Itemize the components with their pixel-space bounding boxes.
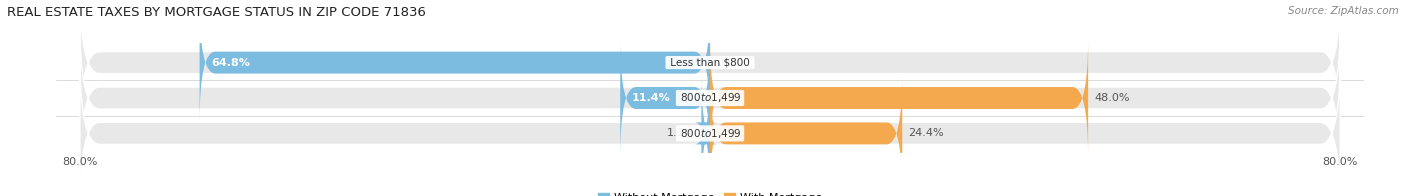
- FancyBboxPatch shape: [710, 74, 903, 193]
- Text: 48.0%: 48.0%: [1094, 93, 1130, 103]
- Text: $800 to $1,499: $800 to $1,499: [678, 92, 742, 104]
- Legend: Without Mortgage, With Mortgage: Without Mortgage, With Mortgage: [593, 189, 827, 196]
- Text: 0.0%: 0.0%: [716, 58, 745, 68]
- FancyBboxPatch shape: [200, 3, 710, 122]
- FancyBboxPatch shape: [695, 74, 717, 193]
- Text: 11.4%: 11.4%: [633, 93, 671, 103]
- FancyBboxPatch shape: [80, 0, 1340, 140]
- Text: 24.4%: 24.4%: [908, 128, 945, 138]
- Text: 1.1%: 1.1%: [666, 128, 695, 138]
- Text: $800 to $1,499: $800 to $1,499: [678, 127, 742, 140]
- FancyBboxPatch shape: [620, 38, 710, 158]
- FancyBboxPatch shape: [710, 38, 1088, 158]
- Text: Source: ZipAtlas.com: Source: ZipAtlas.com: [1288, 6, 1399, 16]
- Text: Less than $800: Less than $800: [666, 58, 754, 68]
- FancyBboxPatch shape: [80, 56, 1340, 196]
- Text: 64.8%: 64.8%: [211, 58, 250, 68]
- Text: REAL ESTATE TAXES BY MORTGAGE STATUS IN ZIP CODE 71836: REAL ESTATE TAXES BY MORTGAGE STATUS IN …: [7, 6, 426, 19]
- FancyBboxPatch shape: [80, 20, 1340, 176]
